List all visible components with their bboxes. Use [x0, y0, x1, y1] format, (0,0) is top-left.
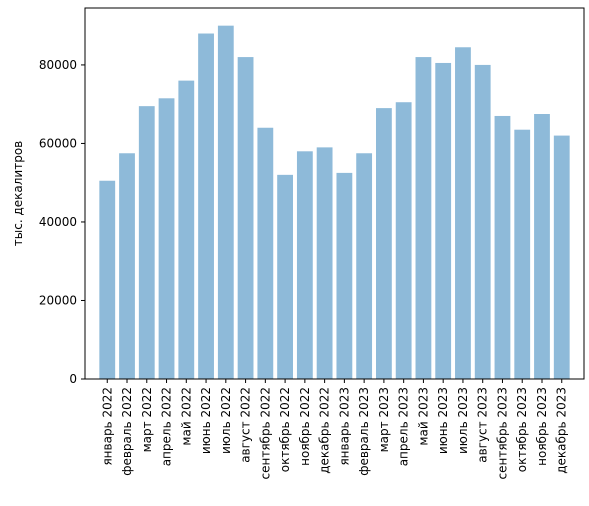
bar-6: [198, 33, 214, 379]
x-tick-label-1: январь 2022: [100, 387, 114, 466]
bar-7: [217, 25, 234, 380]
bar-2: [119, 153, 135, 379]
x-tick-label-7: июль 2022: [219, 387, 233, 454]
plot-frame: [84, 7, 585, 380]
x-tick-label-14: февраль 2023: [357, 387, 371, 476]
bar-3: [138, 106, 155, 380]
x-axis: январь 2022 февраль 2022 март 2022 апрель 2…: [100, 379, 569, 479]
x-tick-label-17: май 2023: [416, 387, 430, 446]
x-tick-label-16: апрель 2023: [397, 387, 411, 466]
x-tick-label-3: март 2022: [140, 387, 154, 452]
bar-1: [99, 180, 116, 379]
y-tick-label-1: 0: [69, 372, 77, 386]
bar-4: [158, 98, 175, 379]
y-axis-label: тыс. декалитров: [11, 141, 25, 246]
bar-10: [277, 174, 294, 379]
x-tick-label-8: август 2022: [239, 387, 253, 463]
x-tick-label-9: сентябрь 2022: [258, 387, 272, 479]
bar-11: [296, 151, 313, 379]
y-axis: 0 20000 40000 60000 80000: [39, 58, 85, 386]
x-tick-label-20: август 2023: [476, 387, 490, 463]
bar-19: [455, 47, 471, 380]
x-tick-label-6: июнь 2022: [199, 387, 213, 454]
bar-12: [316, 147, 333, 379]
x-tick-label-19: июль 2023: [456, 387, 470, 454]
x-tick-label-22: октябрь 2023: [515, 387, 529, 472]
bar-24: [553, 135, 570, 379]
y-tick-label-5: 80000: [39, 58, 77, 72]
x-tick-label-13: январь 2023: [337, 387, 351, 466]
bar-22: [514, 129, 531, 379]
bar-8: [237, 57, 254, 380]
bar-15: [375, 108, 392, 379]
y-tick-label-2: 20000: [39, 293, 77, 307]
x-tick-label-18: июнь 2023: [436, 387, 450, 454]
y-tick-label-4: 60000: [39, 136, 77, 150]
bar-23: [534, 114, 550, 379]
x-tick-label-10: октябрь 2022: [278, 387, 292, 472]
y-tick-label-3: 40000: [39, 215, 77, 229]
x-tick-label-21: сентябрь 2023: [495, 387, 509, 479]
bar-21: [494, 115, 511, 380]
x-tick-label-4: апрель 2022: [160, 387, 174, 466]
bar-5: [178, 80, 195, 379]
bars-group: [99, 25, 570, 380]
bar-16: [395, 102, 412, 379]
bar-14: [356, 153, 373, 379]
x-tick-label-24: декабрь 2023: [555, 387, 569, 474]
x-tick-label-2: февраль 2022: [120, 387, 134, 476]
bar-9: [257, 127, 274, 379]
bar-13: [336, 172, 353, 379]
bar-20: [474, 64, 491, 379]
bar-17: [415, 57, 432, 380]
bar-18: [435, 62, 452, 380]
x-tick-label-5: май 2022: [179, 387, 193, 446]
x-tick-label-15: март 2023: [377, 387, 391, 452]
x-tick-label-23: ноябрь 2023: [535, 387, 549, 466]
x-tick-label-12: декабрь 2022: [318, 387, 332, 474]
x-tick-label-11: ноябрь 2022: [298, 387, 312, 466]
